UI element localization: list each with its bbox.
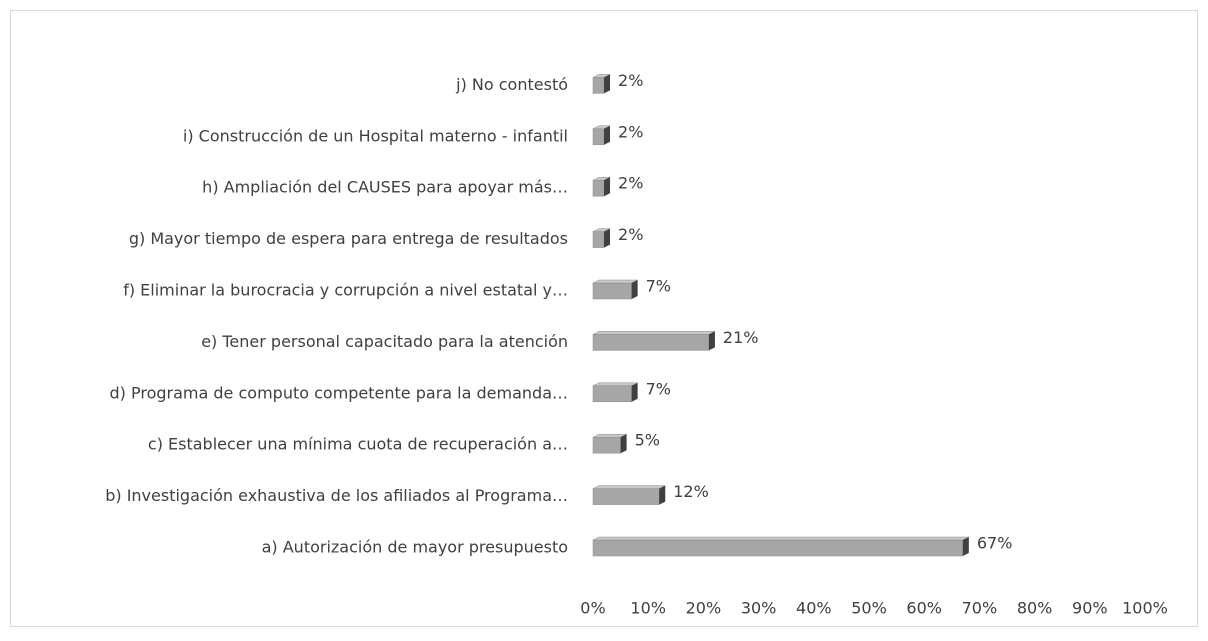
x-tick-label: 10% bbox=[630, 599, 666, 618]
y-tick-label: g) Mayor tiempo de espera para entrega d… bbox=[129, 229, 568, 248]
bar-face bbox=[631, 280, 638, 299]
bar-face bbox=[962, 537, 969, 556]
x-tick-label: 70% bbox=[962, 599, 998, 618]
y-tick-label: d) Programa de computo competente para l… bbox=[110, 383, 568, 402]
bar-face bbox=[592, 231, 605, 248]
y-tick-label: b) Investigación exhaustiva de los afili… bbox=[105, 486, 568, 505]
bar-face bbox=[592, 536, 969, 541]
y-tick-label: i) Construcción de un Hospital materno -… bbox=[183, 126, 568, 145]
bar-face bbox=[592, 488, 660, 505]
bar-face bbox=[592, 382, 638, 387]
y-tick-label: h) Ampliación del CAUSES para apoyar más… bbox=[202, 178, 568, 197]
data-label: 5% bbox=[635, 431, 660, 450]
bar bbox=[592, 228, 611, 248]
x-tick-label: 100% bbox=[1122, 599, 1168, 618]
data-label: 21% bbox=[723, 328, 759, 347]
bar bbox=[592, 176, 611, 197]
bar-face bbox=[592, 331, 716, 335]
bar-face bbox=[604, 74, 611, 94]
bar bbox=[592, 536, 969, 557]
bar bbox=[592, 331, 716, 351]
data-label: 67% bbox=[977, 534, 1013, 553]
bar-face bbox=[604, 228, 611, 248]
x-tick-label: 50% bbox=[851, 599, 887, 618]
data-label: 12% bbox=[673, 482, 709, 501]
y-tick-label: a) Autorización de mayor presupuesto bbox=[262, 538, 568, 557]
x-tick-label: 0% bbox=[580, 599, 605, 618]
bar bbox=[592, 74, 611, 94]
x-tick-label: 90% bbox=[1072, 599, 1108, 618]
bar-face bbox=[592, 334, 710, 351]
x-tick-label: 20% bbox=[686, 599, 722, 618]
bar-face bbox=[604, 125, 611, 145]
data-label: 7% bbox=[646, 277, 671, 296]
y-tick-label: j) No contestó bbox=[455, 75, 568, 94]
bar bbox=[592, 279, 638, 300]
bar-face bbox=[592, 485, 666, 489]
data-label: 2% bbox=[618, 225, 643, 244]
bar-face bbox=[620, 434, 627, 454]
bar-face bbox=[631, 382, 638, 402]
data-label: 2% bbox=[618, 174, 643, 193]
x-tick-label: 40% bbox=[796, 599, 832, 618]
bar-face bbox=[604, 177, 611, 197]
bar-face bbox=[708, 331, 715, 351]
x-tick-label: 60% bbox=[906, 599, 942, 618]
bar-face bbox=[592, 77, 605, 94]
data-label: 7% bbox=[646, 379, 671, 398]
bar bbox=[592, 382, 638, 403]
bar-face bbox=[659, 485, 666, 505]
y-tick-label: c) Establecer una mínima cuota de recupe… bbox=[148, 435, 568, 454]
data-label: 2% bbox=[618, 122, 643, 141]
bar bbox=[592, 485, 666, 505]
x-tick-label: 80% bbox=[1017, 599, 1053, 618]
bar bbox=[592, 433, 627, 454]
y-tick-label: f) Eliminar la burocracia y corrupción a… bbox=[123, 281, 568, 300]
bar-face bbox=[592, 282, 632, 300]
data-label: 2% bbox=[618, 71, 643, 90]
bar-face bbox=[592, 385, 632, 403]
bar-face bbox=[592, 179, 605, 197]
bar-face bbox=[592, 279, 638, 284]
bar-face bbox=[592, 539, 964, 557]
x-tick-label: 30% bbox=[741, 599, 777, 618]
bar bbox=[592, 125, 611, 146]
bar-face bbox=[592, 128, 605, 146]
bar-face bbox=[592, 436, 621, 454]
chart-frame bbox=[10, 10, 1198, 627]
y-tick-label: e) Tener personal capacitado para la ate… bbox=[201, 332, 568, 351]
